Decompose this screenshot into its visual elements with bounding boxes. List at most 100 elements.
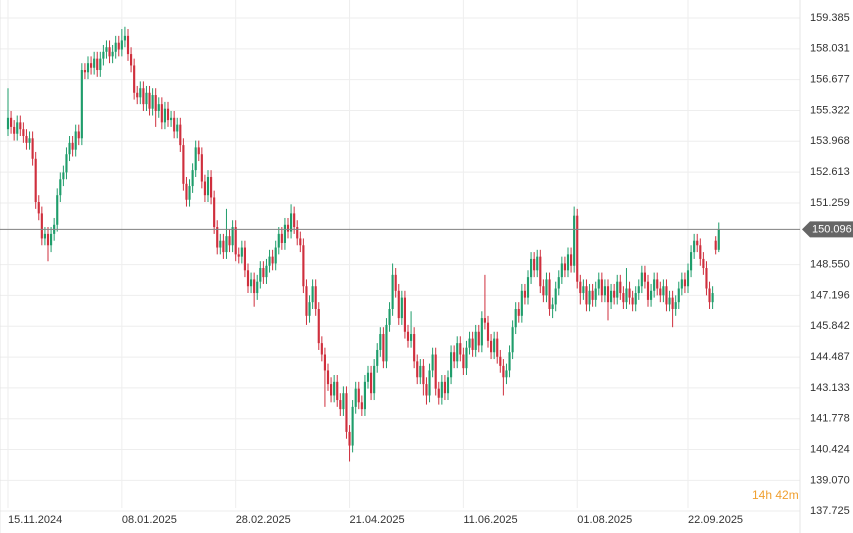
candle-body: [108, 47, 111, 57]
candle-body: [237, 254, 240, 257]
candle-body: [490, 340, 493, 353]
candle-body: [56, 195, 59, 225]
candle-body: [566, 254, 570, 271]
candle-body: [610, 290, 613, 303]
candle-body: [542, 286, 545, 296]
candle-body: [274, 247, 277, 264]
candle-body: [594, 288, 597, 300]
candle-body: [597, 279, 600, 289]
candle-body: [339, 400, 342, 410]
candle-body: [40, 213, 43, 239]
candle-body: [357, 388, 360, 403]
candle-body: [31, 138, 34, 159]
candle-body: [582, 286, 585, 294]
candle-body: [102, 51, 105, 59]
y-tick-label: 139.070: [810, 474, 850, 486]
candle-body: [588, 290, 591, 305]
candle-body: [373, 365, 376, 394]
candle-body: [277, 233, 280, 248]
candle-body: [71, 142, 74, 150]
candle-body: [105, 47, 108, 52]
candle-body: [16, 122, 19, 134]
y-tick-label: 145.842: [810, 320, 850, 332]
candle-body: [206, 176, 210, 196]
candle-body: [425, 384, 428, 396]
x-tick-label: 08.01.2025: [122, 514, 177, 526]
candle-body: [548, 279, 551, 309]
candle-body: [197, 147, 200, 155]
candle-body: [311, 286, 314, 303]
candle-body: [702, 258, 705, 269]
candle-body: [465, 347, 468, 369]
candle-body: [65, 154, 68, 173]
price-tag-label: 150.096: [812, 223, 852, 235]
candle-body: [176, 124, 179, 132]
candle-body: [416, 361, 419, 378]
candle-body: [705, 268, 708, 289]
candle-body: [570, 254, 573, 266]
candle-body: [46, 233, 50, 246]
candle-body: [711, 293, 714, 303]
candle-body: [50, 233, 53, 246]
candle-body: [253, 279, 256, 294]
candle-body: [437, 388, 440, 398]
candle-body: [450, 352, 453, 378]
candle-body: [320, 343, 323, 355]
candle-body: [422, 365, 425, 385]
candle-body: [714, 240, 717, 250]
candle-body: [234, 227, 237, 255]
candle-body: [182, 145, 185, 184]
candle-body: [606, 286, 610, 303]
candle-body: [551, 304, 554, 309]
candle-body: [160, 104, 163, 123]
candle-body: [360, 402, 363, 410]
candle-body: [126, 35, 130, 55]
candle-body: [539, 256, 542, 287]
candle-body: [225, 236, 228, 253]
candle-body: [151, 95, 154, 109]
candle-body: [43, 233, 46, 239]
candle-body: [68, 142, 71, 155]
candle-body: [573, 215, 576, 266]
grid: [0, 0, 800, 512]
candle-body: [37, 202, 40, 214]
candle-body: [545, 279, 548, 296]
candle-body: [210, 176, 213, 198]
candle-body: [622, 293, 625, 303]
candle-body: [62, 172, 65, 180]
candle-body: [379, 334, 382, 350]
candle-body: [428, 370, 431, 396]
candle-body: [616, 281, 619, 298]
candle-body: [145, 92, 148, 105]
candle-body: [431, 354, 434, 371]
candle-body: [286, 224, 290, 232]
candle-body: [10, 117, 13, 127]
candle-body: [376, 349, 379, 366]
candle-body: [265, 265, 268, 278]
candle-body: [625, 288, 628, 303]
candle-body: [34, 158, 37, 203]
candle-body: [462, 354, 465, 369]
candle-body: [406, 331, 410, 341]
candle-body: [650, 290, 653, 300]
candle-body: [120, 40, 123, 50]
candle-body: [268, 256, 271, 266]
candle-body: [256, 281, 259, 294]
candle-body: [533, 258, 536, 271]
candle-body: [93, 58, 96, 68]
candle-body: [354, 388, 357, 407]
y-tick-label: 137.725: [810, 505, 850, 517]
candle-body: [671, 297, 674, 309]
y-tick-label: 147.196: [810, 289, 850, 301]
x-tick-label: 21.04.2025: [350, 514, 405, 526]
candle-body: [188, 186, 191, 200]
candle-body: [366, 372, 370, 382]
candle-body: [468, 338, 471, 348]
candle-body: [222, 240, 225, 253]
candle-body: [400, 297, 403, 319]
candle-body: [203, 181, 206, 196]
candle-body: [302, 245, 305, 287]
y-tick-label: 151.259: [810, 197, 850, 209]
candle-body: [293, 213, 296, 228]
candle-body: [308, 302, 311, 316]
